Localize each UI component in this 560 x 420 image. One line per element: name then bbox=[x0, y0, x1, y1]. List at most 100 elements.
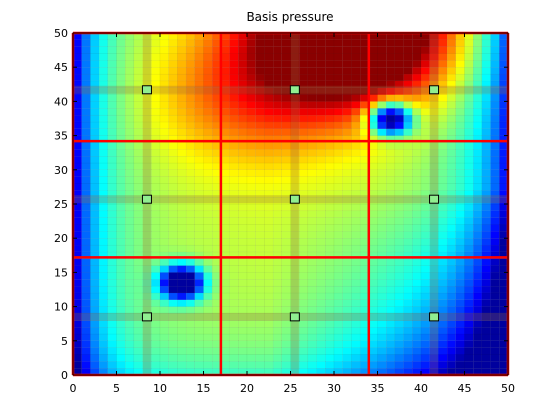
heatmap-cell bbox=[351, 244, 361, 253]
heatmap-cell bbox=[307, 306, 317, 314]
heatmap-cell bbox=[455, 347, 465, 355]
heatmap-cell bbox=[107, 320, 117, 328]
heatmap-cell bbox=[438, 299, 448, 307]
heatmap-cell bbox=[412, 292, 422, 300]
heatmap-cell bbox=[203, 203, 213, 212]
heatmap-cell bbox=[403, 210, 413, 218]
heatmap-cell bbox=[90, 272, 100, 280]
heatmap-cell bbox=[255, 265, 265, 273]
heatmap-cell bbox=[238, 340, 248, 348]
heatmap-cell bbox=[368, 299, 378, 307]
heatmap-cell bbox=[81, 67, 91, 75]
heatmap-cell bbox=[151, 203, 161, 212]
heatmap-cell bbox=[446, 231, 457, 239]
heatmap-cell bbox=[229, 101, 239, 109]
heatmap-cell bbox=[238, 306, 248, 314]
heatmap-cell bbox=[464, 347, 474, 355]
heatmap-cell bbox=[98, 265, 108, 273]
heatmap-cell bbox=[412, 149, 422, 157]
heatmap-cell bbox=[359, 94, 370, 102]
x-tick-label: 10 bbox=[153, 382, 167, 395]
heatmap-cell bbox=[481, 169, 491, 177]
heatmap-cell bbox=[394, 162, 404, 171]
heatmap-cell bbox=[351, 272, 361, 280]
heatmap-cell bbox=[359, 176, 370, 184]
heatmap-cell bbox=[281, 142, 291, 150]
heatmap-cell bbox=[203, 155, 213, 164]
heatmap-cell bbox=[368, 258, 378, 266]
heatmap-cell bbox=[499, 210, 509, 218]
heatmap-cell bbox=[438, 142, 448, 150]
heatmap-cell bbox=[72, 60, 82, 68]
heatmap-cell bbox=[98, 258, 108, 266]
heatmap-cell bbox=[238, 361, 248, 369]
heatmap-cell bbox=[455, 292, 465, 300]
heatmap-cell bbox=[481, 149, 491, 157]
heatmap-cell bbox=[342, 183, 352, 191]
heatmap-cell bbox=[194, 53, 204, 61]
heatmap-cell bbox=[342, 101, 352, 109]
heatmap-cell bbox=[394, 354, 404, 362]
heatmap-cell bbox=[299, 149, 309, 157]
heatmap-cell bbox=[333, 73, 343, 82]
heatmap-cell bbox=[307, 279, 317, 287]
heatmap-cell bbox=[90, 101, 100, 109]
heatmap-cell bbox=[125, 354, 135, 362]
heatmap-cell bbox=[420, 142, 430, 150]
heatmap-cell bbox=[499, 162, 509, 171]
heatmap-cell bbox=[212, 306, 222, 314]
heatmap-cell bbox=[359, 285, 370, 294]
heatmap-cell bbox=[220, 162, 230, 171]
heatmap-cell bbox=[464, 142, 474, 150]
heatmap-cell bbox=[81, 101, 91, 109]
y-tick-label: 5 bbox=[61, 335, 68, 348]
heatmap-cell bbox=[168, 114, 178, 123]
heatmap-cell bbox=[368, 326, 378, 335]
heatmap-cell bbox=[107, 46, 117, 54]
heatmap-cell bbox=[98, 210, 108, 218]
heatmap-cell bbox=[420, 155, 430, 164]
heatmap-cell bbox=[212, 162, 222, 171]
heatmap-cell bbox=[246, 176, 256, 184]
heatmap-cell bbox=[351, 73, 361, 82]
heatmap-cell bbox=[264, 361, 274, 369]
heatmap-cell bbox=[359, 210, 370, 218]
heatmap-cell bbox=[133, 361, 143, 369]
heatmap-cell bbox=[481, 210, 491, 218]
heatmap-cell bbox=[229, 217, 239, 225]
heatmap-cell bbox=[490, 320, 500, 328]
heatmap-cell bbox=[246, 265, 256, 273]
heatmap-cell bbox=[307, 155, 317, 164]
heatmap-cell bbox=[72, 258, 82, 266]
heatmap-cell bbox=[394, 361, 404, 369]
heatmap-cell bbox=[203, 128, 213, 136]
heatmap-cell bbox=[185, 224, 196, 232]
heatmap-cell bbox=[98, 108, 108, 116]
heatmap-cell bbox=[299, 73, 309, 82]
heatmap-cell bbox=[168, 39, 178, 47]
heatmap-cell bbox=[307, 361, 317, 369]
heatmap-cell bbox=[264, 73, 274, 82]
heatmap-cell bbox=[246, 169, 256, 177]
heatmap-cell bbox=[246, 108, 256, 116]
heatmap-cell bbox=[246, 155, 256, 164]
heatmap-cell bbox=[212, 292, 222, 300]
heatmap-cell bbox=[168, 67, 178, 75]
heatmap-cell bbox=[316, 149, 326, 157]
heatmap-cell bbox=[229, 73, 239, 82]
heatmap-cell bbox=[299, 217, 309, 225]
heatmap-cell bbox=[116, 340, 126, 348]
heatmap-cell bbox=[125, 347, 135, 355]
heatmap-cell bbox=[351, 176, 361, 184]
heatmap-cell bbox=[125, 224, 135, 232]
heatmap-cell bbox=[299, 101, 309, 109]
heatmap-cell bbox=[116, 121, 126, 129]
heatmap-cell bbox=[342, 114, 352, 123]
y-tick-label: 10 bbox=[54, 301, 68, 314]
heatmap-cell bbox=[168, 340, 178, 348]
heatmap-cell bbox=[81, 128, 91, 136]
heatmap-cell bbox=[168, 320, 178, 328]
heatmap-cell bbox=[342, 108, 352, 116]
heatmap-cell bbox=[98, 114, 108, 123]
